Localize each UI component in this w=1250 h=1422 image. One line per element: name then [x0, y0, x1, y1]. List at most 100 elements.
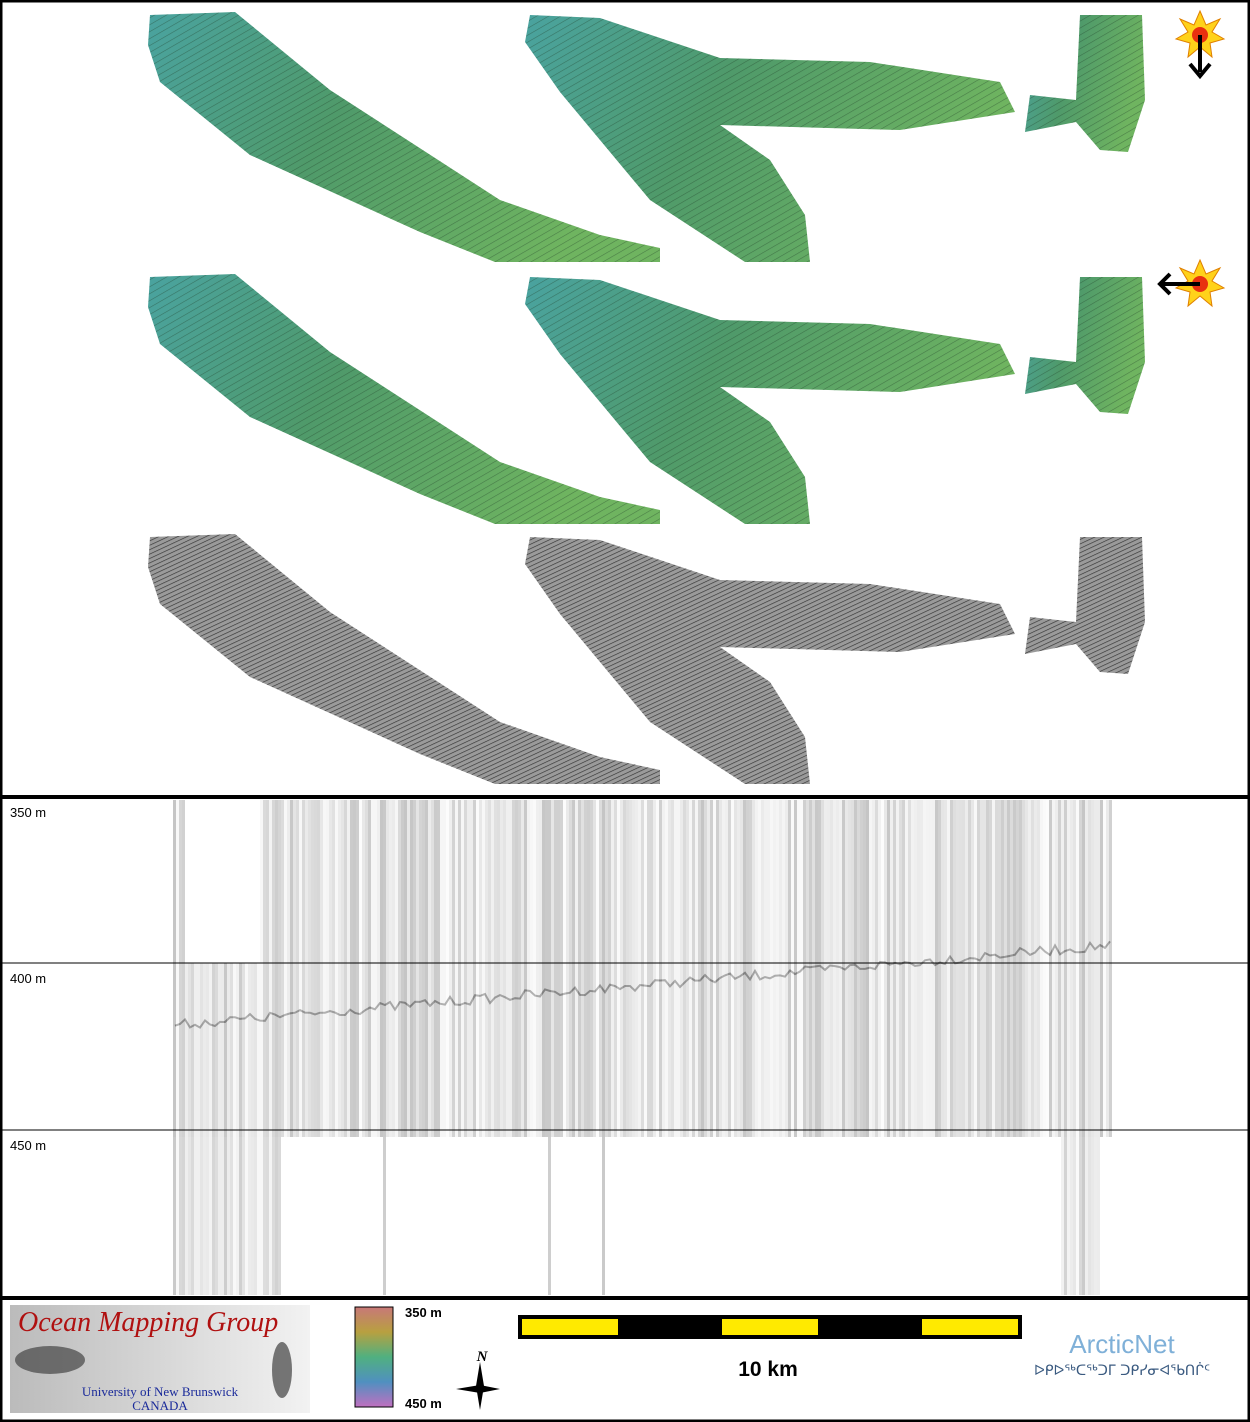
water-column-texture: [182, 1137, 185, 1295]
water-column-texture: [728, 800, 731, 1137]
water-column-texture: [794, 800, 797, 1137]
water-column-texture: [356, 800, 359, 1137]
water-column-texture: [308, 800, 311, 1137]
water-column-texture: [317, 800, 320, 1137]
water-column-texture: [176, 1137, 179, 1295]
colorbar-label: 350 m: [405, 1305, 442, 1320]
water-column-texture: [245, 1137, 248, 1295]
water-column-texture: [1037, 800, 1040, 1137]
water-column-texture: [926, 800, 929, 1137]
water-column-texture: [593, 800, 596, 1137]
water-column-texture: [401, 800, 404, 1137]
water-column-texture: [815, 800, 818, 1137]
water-column-texture: [1019, 800, 1022, 1137]
water-column-texture: [245, 963, 248, 1137]
water-column-texture: [722, 800, 725, 1137]
water-column-texture: [686, 800, 689, 1137]
water-column-texture: [827, 800, 830, 1137]
water-column-texture: [374, 800, 377, 1137]
water-column-texture: [716, 800, 719, 1137]
water-column-texture: [668, 800, 671, 1137]
water-column-texture: [557, 800, 560, 1137]
water-column-texture: [1016, 800, 1019, 1137]
water-column-texture: [875, 800, 878, 1137]
water-column-texture: [515, 800, 518, 1137]
water-column-texture: [590, 800, 593, 1137]
logo-country: CANADA: [132, 1398, 188, 1413]
water-column-texture: [710, 800, 713, 1137]
water-column-texture: [428, 800, 431, 1137]
water-column-texture: [1031, 800, 1034, 1137]
water-column-texture: [326, 800, 329, 1137]
water-column-texture: [887, 800, 890, 1137]
water-column-texture: [1097, 800, 1100, 1137]
water-column-texture: [188, 1137, 191, 1295]
water-column-texture: [626, 800, 629, 1137]
water-column-texture: [395, 800, 398, 1137]
water-column-texture: [545, 800, 548, 1137]
water-column-texture: [809, 800, 812, 1137]
water-column-texture: [332, 800, 335, 1137]
water-column-texture: [314, 800, 317, 1137]
water-column-texture: [983, 800, 986, 1137]
water-column-texture: [878, 800, 881, 1137]
water-column-texture: [788, 800, 791, 1137]
water-column-texture: [281, 800, 284, 1137]
water-column-texture: [770, 800, 773, 1137]
water-column-texture: [269, 800, 272, 1137]
water-column-texture: [923, 800, 926, 1137]
water-column-texture: [1046, 800, 1049, 1137]
water-column-texture: [608, 800, 611, 1137]
water-column-texture: [1088, 1137, 1091, 1295]
water-column-texture: [419, 800, 422, 1137]
water-column-texture: [200, 1137, 203, 1295]
water-column-texture: [365, 800, 368, 1137]
water-column-texture: [230, 963, 233, 1137]
water-column-texture: [449, 800, 452, 1137]
water-column-texture: [1091, 1137, 1094, 1295]
water-column-texture: [845, 800, 848, 1137]
water-column-texture: [1058, 800, 1061, 1137]
water-column-texture: [1052, 800, 1055, 1137]
water-column-texture: [260, 1137, 263, 1295]
water-column-texture: [404, 800, 407, 1137]
water-column-texture: [602, 1137, 605, 1295]
water-column-texture: [227, 1137, 230, 1295]
water-column-texture: [542, 800, 545, 1137]
water-column-texture: [758, 800, 761, 1137]
water-column-texture: [185, 963, 188, 1137]
water-column-texture: [638, 800, 641, 1137]
water-column-texture: [929, 800, 932, 1137]
water-column-texture: [872, 800, 875, 1137]
water-column-texture: [464, 800, 467, 1137]
water-column-texture: [905, 800, 908, 1137]
water-column-texture: [248, 963, 251, 1137]
water-column-texture: [806, 800, 809, 1137]
water-column-texture: [440, 800, 443, 1137]
water-column-texture: [635, 800, 638, 1137]
water-column-texture: [461, 800, 464, 1137]
water-column-texture: [347, 800, 350, 1137]
water-column-texture: [785, 800, 788, 1137]
water-column-texture: [632, 800, 635, 1137]
water-column-texture: [209, 963, 212, 1137]
water-column-texture: [1004, 800, 1007, 1137]
water-column-texture: [233, 963, 236, 1137]
water-column-texture: [962, 800, 965, 1137]
water-column-texture: [584, 800, 587, 1137]
water-column-texture: [644, 800, 647, 1137]
water-column-texture: [602, 800, 605, 1137]
water-column-texture: [869, 800, 872, 1137]
water-column-texture: [323, 800, 326, 1137]
water-column-texture: [1082, 1137, 1085, 1295]
water-column-texture: [269, 1137, 272, 1295]
water-column-texture: [968, 800, 971, 1137]
water-column-texture: [812, 800, 815, 1137]
water-column-texture: [896, 800, 899, 1137]
water-column-texture: [791, 800, 794, 1137]
water-column-texture: [659, 800, 662, 1137]
water-column-texture: [431, 800, 434, 1137]
water-column-texture: [224, 963, 227, 1137]
water-column-texture: [236, 1137, 239, 1295]
